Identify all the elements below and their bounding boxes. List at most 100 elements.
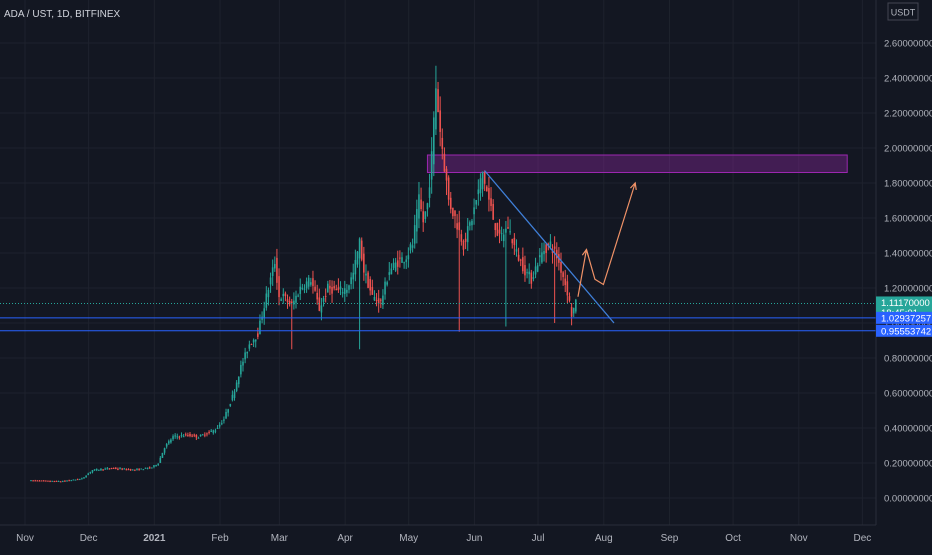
candle-body <box>47 480 49 482</box>
candle-body <box>443 153 446 172</box>
candle-body <box>426 203 429 210</box>
candle-body <box>180 435 183 437</box>
candle-body <box>254 339 257 342</box>
candle-body <box>214 430 217 432</box>
candle-body <box>339 286 342 290</box>
candle-body <box>517 254 520 261</box>
candle-body <box>545 244 547 253</box>
candle-body <box>235 382 238 391</box>
chart-grid <box>0 0 876 525</box>
candle-body <box>356 251 359 265</box>
projection-path[interactable] <box>577 182 636 297</box>
candle-body <box>343 288 346 295</box>
candle-body <box>195 434 198 438</box>
candle-body <box>218 424 221 427</box>
candle-body <box>293 300 295 305</box>
lower-line-price-tag <box>876 324 932 337</box>
candle-body <box>176 436 179 438</box>
lower-line-price-label: 0.95553742 <box>881 326 931 337</box>
candle-body <box>532 277 535 279</box>
candle-body <box>479 178 482 194</box>
candle-body <box>307 277 310 287</box>
candle-body <box>174 435 176 437</box>
candle-body <box>178 436 181 438</box>
candle-body <box>70 480 73 482</box>
candle-body <box>187 435 189 437</box>
candle-body <box>346 289 348 293</box>
candle-body <box>248 344 251 349</box>
candle-body <box>297 295 299 297</box>
projection-arrowhead-2 <box>629 181 637 191</box>
candle-body <box>566 281 569 296</box>
candle-body <box>246 351 249 354</box>
candle-body <box>428 187 431 198</box>
x-tick-label: Mar <box>271 533 289 544</box>
candle-body <box>259 320 261 335</box>
candle-body <box>447 177 450 200</box>
candle-body <box>229 404 232 406</box>
candle-body <box>159 457 162 463</box>
candle-body <box>536 265 539 272</box>
candle-body <box>458 222 461 231</box>
candle-body <box>433 117 435 165</box>
y-tick-label: 2.40000000 <box>884 74 932 85</box>
candle-body <box>411 245 414 248</box>
candle-body <box>163 448 166 453</box>
candle-body <box>524 265 526 276</box>
candle-body <box>392 262 395 268</box>
candle-body <box>91 470 94 473</box>
y-tick-label: 2.20000000 <box>884 109 932 120</box>
candle-body <box>144 467 147 469</box>
candle-body <box>466 226 469 243</box>
candle-body <box>134 469 136 471</box>
candle-body <box>496 222 499 236</box>
candle-body <box>142 469 145 471</box>
x-tick-label: Feb <box>211 533 229 544</box>
candle-body <box>295 295 297 303</box>
candle-body <box>492 203 494 220</box>
title-sep-2: , <box>69 9 76 20</box>
candle-body <box>481 171 484 190</box>
candle-body <box>76 479 79 481</box>
candle-body <box>358 238 361 259</box>
x-tick-label: Nov <box>790 533 808 544</box>
candle-body <box>117 468 119 470</box>
resistance-zone[interactable] <box>426 154 848 173</box>
candle-body <box>511 239 514 244</box>
candle-body <box>227 409 229 413</box>
candle-body <box>108 468 111 470</box>
projection-arrowhead-1 <box>581 248 589 257</box>
y-tick-label: 1.40000000 <box>884 249 932 260</box>
candle-body <box>225 412 227 419</box>
candle-body <box>473 207 475 215</box>
candle-body <box>352 272 355 280</box>
candle-body <box>102 469 104 471</box>
candle-body <box>301 287 304 290</box>
candle-body <box>441 137 444 149</box>
candle-body <box>252 339 255 343</box>
candle-body <box>350 277 352 285</box>
candle-body <box>316 292 318 300</box>
candle-body <box>146 467 149 469</box>
candle-body <box>456 223 458 230</box>
candle-body <box>505 228 507 233</box>
candle-body <box>327 283 329 293</box>
candle-body <box>337 287 340 291</box>
candle-body <box>555 249 558 259</box>
candle-body <box>380 299 382 301</box>
currency-badge[interactable] <box>887 2 919 21</box>
candle-body <box>30 480 32 482</box>
candle-body <box>488 188 490 200</box>
trendline[interactable] <box>484 170 615 324</box>
candle-body <box>312 278 314 286</box>
candle-body <box>562 272 564 278</box>
candle-body <box>87 473 90 475</box>
candle-body <box>170 439 172 443</box>
candle-body <box>78 478 81 480</box>
candle-body <box>140 468 143 470</box>
candle-body <box>462 241 465 250</box>
candle-body <box>119 468 121 470</box>
candle-body <box>390 268 393 275</box>
